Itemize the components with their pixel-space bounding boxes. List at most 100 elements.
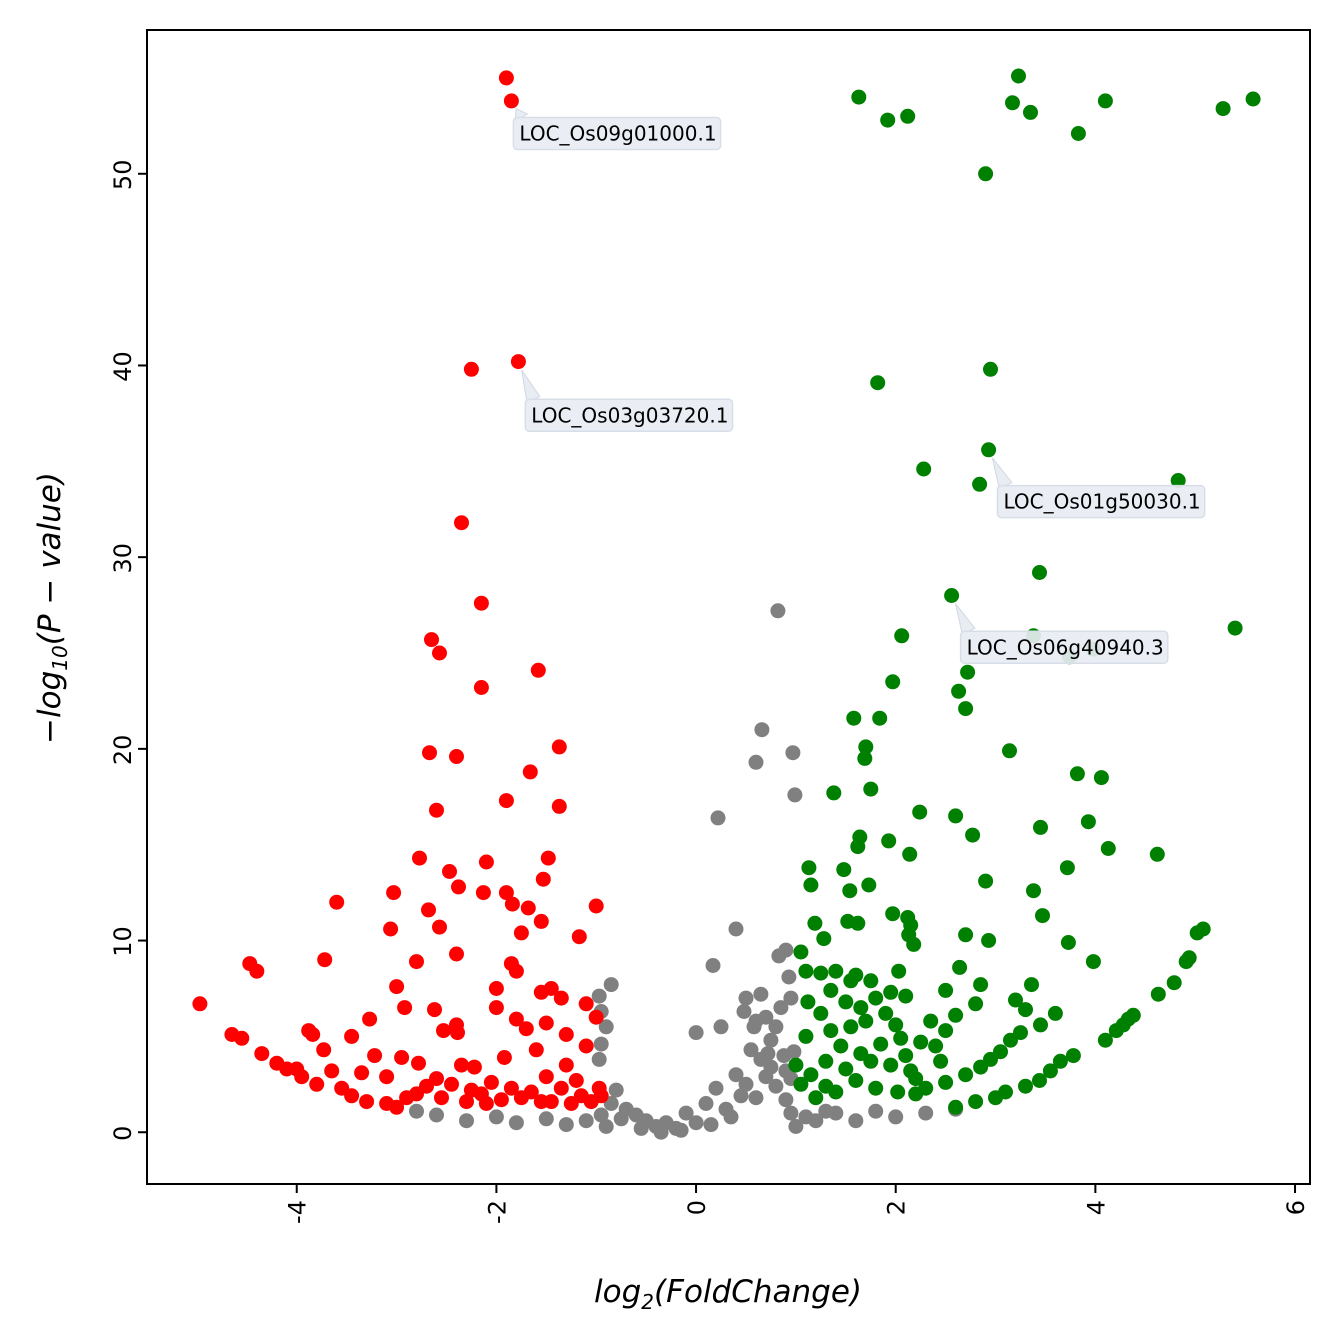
point-up-155	[933, 1053, 949, 1069]
point-down-68	[316, 1042, 332, 1058]
point-up-126	[868, 990, 884, 1006]
point-ns-61	[868, 1103, 884, 1119]
point-up-154	[913, 1034, 929, 1050]
point-down-10	[422, 745, 437, 761]
point-up-120	[793, 1076, 809, 1092]
point-up-97	[1032, 1073, 1047, 1088]
point-up-113	[908, 1086, 924, 1102]
point-down-12	[551, 739, 567, 755]
point-up-143	[818, 1078, 834, 1094]
point-up-15	[972, 476, 988, 492]
point-ns-60	[848, 1113, 864, 1129]
point-up-43	[881, 833, 897, 849]
point-ns-40	[688, 1115, 704, 1131]
point-down-21	[386, 885, 402, 901]
point-up-100	[988, 1090, 1003, 1106]
point-down-72	[454, 1057, 469, 1073]
point-ns-65	[818, 1103, 834, 1119]
point-down-27	[520, 900, 536, 916]
point-up-151	[823, 982, 839, 998]
point-up-70	[1189, 925, 1205, 941]
point-ns-11	[591, 988, 607, 1004]
point-up-3	[978, 166, 994, 182]
point-ns-49	[538, 1111, 554, 1127]
point-up-142	[798, 1028, 814, 1044]
point-up-6	[1023, 104, 1038, 120]
point-down-34	[533, 913, 549, 929]
point-down-65	[558, 1027, 574, 1042]
point-up-36	[863, 781, 879, 797]
point-ns-5	[710, 810, 726, 826]
point-up-33	[1069, 766, 1085, 782]
point-up-152	[843, 973, 859, 989]
point-ns-19	[738, 990, 754, 1006]
point-up-57	[885, 906, 901, 922]
point-down-64	[538, 1015, 554, 1031]
point-down-32	[432, 919, 447, 935]
point-down-25	[498, 885, 514, 901]
point-up-44	[850, 839, 866, 855]
point-up-66	[958, 927, 974, 943]
point-down-61	[488, 1000, 504, 1016]
point-up-56	[1035, 908, 1050, 924]
point-down-107	[503, 1080, 519, 1096]
point-up-111	[938, 1074, 954, 1090]
point-down-40	[449, 946, 464, 962]
point-down-92	[359, 1094, 375, 1110]
point-up-32	[1002, 743, 1017, 759]
point-up-2	[900, 108, 916, 124]
point-ns-28	[728, 1067, 744, 1083]
point-up-52	[803, 877, 819, 893]
point-up-4	[1011, 68, 1026, 84]
point-up-28	[846, 710, 862, 726]
point-up-128	[888, 1017, 904, 1033]
point-up-153	[923, 1013, 939, 1029]
y-tick-label-3: 30	[109, 543, 137, 574]
point-up-50	[1059, 860, 1075, 876]
point-down-84	[483, 1074, 499, 1090]
point-up-122	[818, 1053, 834, 1069]
point-ns-78	[593, 1107, 609, 1123]
point-up-129	[893, 1030, 909, 1046]
point-up-77	[798, 963, 814, 979]
point-down-97	[459, 1094, 474, 1110]
point-down-19	[540, 850, 556, 866]
annotation-box-2	[996, 484, 1206, 519]
point-ns-70	[743, 1042, 759, 1058]
point-down-112	[399, 1090, 415, 1106]
point-down-22	[442, 864, 457, 879]
point-down-16	[551, 798, 567, 814]
point-down-37	[249, 963, 265, 979]
point-down-55	[362, 1011, 378, 1027]
point-up-124	[843, 1019, 859, 1035]
point-up-9	[1215, 101, 1231, 117]
point-up-119	[1018, 1002, 1033, 1018]
x-tick-label-2: 0	[683, 1200, 711, 1215]
point-down-91	[344, 1088, 360, 1104]
y-tick-label-4: 40	[109, 351, 137, 382]
point-ns-81	[760, 1046, 776, 1062]
point-down-73	[466, 1059, 482, 1075]
point-up-74	[952, 959, 968, 975]
point-down-80	[324, 1063, 340, 1079]
point-up-149	[890, 1084, 906, 1100]
point-up-39	[1080, 814, 1096, 830]
point-down-9	[530, 662, 546, 678]
point-down-70	[394, 1050, 410, 1065]
x-axis-ticks: -4 -2 0 2 4 6	[284, 1184, 1310, 1224]
point-up-98	[1018, 1078, 1033, 1094]
point-up-110	[958, 1067, 974, 1083]
point-up-115	[938, 1023, 954, 1039]
point-up-54	[861, 877, 877, 893]
point-up-93	[1097, 1032, 1113, 1048]
point-up-65	[816, 931, 832, 947]
point-up-53	[842, 883, 858, 899]
point-down-1	[503, 93, 519, 109]
point-down-69	[367, 1048, 383, 1064]
point-up-38	[948, 808, 964, 824]
point-up-134	[838, 994, 854, 1010]
point-ns-2	[748, 754, 764, 770]
point-up-145	[853, 1046, 869, 1062]
